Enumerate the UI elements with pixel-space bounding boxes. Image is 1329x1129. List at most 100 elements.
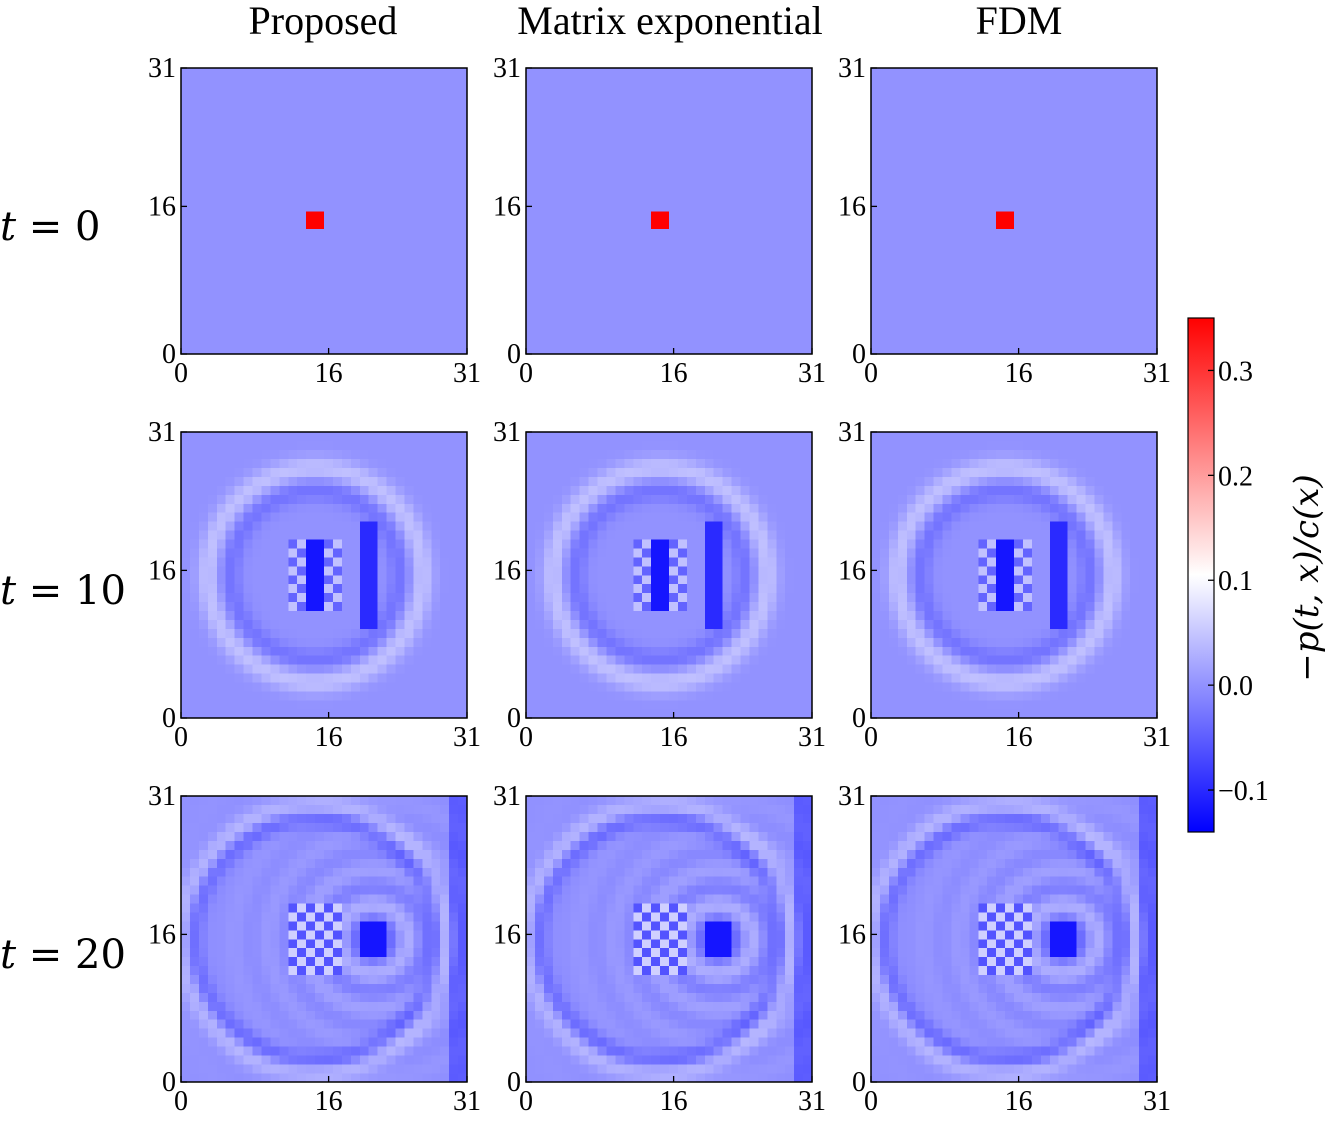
heatmap-cell [368,691,378,701]
heatmap-cell [404,76,414,87]
heatmap-cell [1076,273,1086,283]
heatmap-cell [332,76,343,87]
heatmap-cell [297,291,307,301]
heatmap-cell [413,336,423,346]
heatmap-cell [288,673,298,683]
heatmap-cell [606,700,616,710]
heatmap-cell [987,68,997,78]
heatmap-cell [669,255,679,265]
heatmap-cell [588,193,598,203]
heatmap-cell [359,619,369,629]
heatmap-cell [297,530,307,540]
heatmap-cell [181,646,191,656]
heatmap-cell [1121,94,1131,105]
heatmap-cell [615,219,625,230]
heatmap-cell [377,148,387,158]
heatmap-cell [181,264,191,274]
heatmap-cell [359,291,369,301]
heatmap-cell [368,619,378,629]
heatmap-cell [449,68,459,78]
heatmap-cell [534,282,545,292]
heatmap-cell [749,318,759,328]
heatmap-cell [189,112,200,122]
heatmap-cell [1005,219,1015,230]
heatmap-cell [324,327,334,337]
heatmap-cell [1058,166,1068,176]
heatmap-cell [1130,255,1140,265]
heatmap-cell [767,282,777,292]
heatmap-cell [888,228,899,239]
heatmap-cell [803,157,813,167]
heatmap-cell [350,548,361,558]
heatmap-cell [660,130,670,140]
heatmap-cell [960,300,970,310]
heatmap-cell [597,637,607,647]
heatmap-cell [350,664,361,674]
heatmap-cell [1040,202,1051,212]
heatmap-cell [615,494,625,504]
heatmap-cell [413,485,423,495]
heatmap-cell [785,700,795,710]
heatmap-cell [261,432,271,442]
heatmap-cell [413,103,423,113]
heatmap-cell [785,646,795,656]
heatmap-cell [1112,237,1122,248]
heatmap-cell [279,476,289,486]
heatmap-cell [660,184,670,194]
heatmap-cell [570,121,580,131]
heatmap-cell [431,619,441,629]
heatmap-cell [440,512,450,522]
heatmap-cell [1148,148,1158,158]
heatmap-cell [588,103,598,113]
heatmap-cell [794,503,804,513]
heatmap-cell [234,103,244,113]
heatmap-cell [1014,237,1024,248]
heatmap-cell [458,184,468,194]
heatmap-cell [879,309,890,319]
heatmap-cell [722,300,732,310]
heatmap-cell [606,255,616,265]
heatmap-cell [395,112,405,122]
heatmap-cell [933,85,943,96]
heatmap-cell [440,709,450,719]
heatmap-cell [181,345,191,355]
heatmap-cell [713,166,723,176]
heatmap-cell [1094,130,1104,140]
heatmap-cell [660,148,670,158]
heatmap-cell [588,219,598,230]
heatmap-cell [660,521,670,531]
heatmap-cell [243,318,253,328]
heatmap-cell [1130,282,1140,292]
heatmap-cell [785,610,795,620]
heatmap-cell [216,228,226,239]
heatmap-cell [341,566,352,576]
heatmap-cell [422,318,432,328]
heatmap-cell [1058,175,1068,185]
heatmap-cell [422,592,432,603]
heatmap-cell [1049,103,1059,113]
heatmap-cell [794,628,804,638]
heatmap-cell [198,467,209,477]
heatmap-cell [597,619,607,629]
heatmap-cell [359,432,369,442]
heatmap-cell [794,494,804,504]
heatmap-cell [261,503,271,513]
heatmap-cell [1058,148,1068,158]
heatmap-cell [776,148,786,158]
heatmap-cell [543,112,554,122]
heatmap-cell [906,246,916,256]
heatmap-cell [261,592,271,603]
heatmap-cell [252,440,262,451]
heatmap-cell [660,255,670,265]
heatmap-cell [677,103,688,113]
heatmap-cell [660,548,670,558]
heatmap-cell [906,130,916,140]
heatmap-cell [987,157,997,167]
heatmap-cell [1049,336,1059,346]
heatmap-cell [279,85,289,96]
heatmap-cell [758,583,768,594]
heatmap-cell [332,184,343,194]
heatmap-cell [897,255,908,265]
heatmap-cell [749,503,759,513]
heatmap-cell [758,557,768,567]
